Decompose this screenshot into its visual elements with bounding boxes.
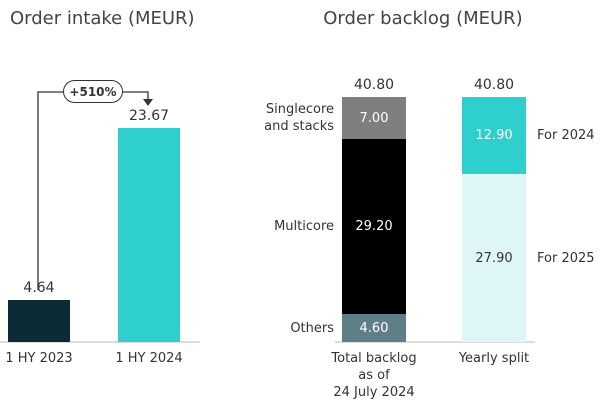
legend-label: For 2025	[537, 250, 595, 266]
chart-title: Order backlog (MEUR)	[323, 8, 523, 29]
x-tick-label: 1 HY 2023	[5, 351, 73, 366]
x-tick-label: 1 HY 2024	[115, 351, 183, 366]
bar	[118, 128, 180, 342]
chart-title: Order intake (MEUR)	[10, 8, 195, 29]
segment-label: 29.20	[355, 219, 393, 235]
bar	[8, 300, 70, 342]
arrow-head	[143, 99, 153, 106]
segment-label: 4.60	[359, 320, 389, 336]
segment	[342, 314, 406, 342]
total-label: 40.80	[353, 77, 395, 93]
segment	[342, 97, 406, 140]
legend-label: Singlecore and stacks	[264, 102, 334, 135]
segment-label: 27.90	[475, 250, 513, 266]
total-label: 40.80	[473, 77, 515, 93]
segment	[342, 139, 406, 315]
value-label: 23.67	[128, 108, 170, 124]
segment	[462, 97, 526, 175]
legend-label: For 2024	[537, 128, 595, 144]
legend-label: Multicore	[274, 219, 334, 235]
growth-annotation: +510%	[63, 80, 123, 103]
segment	[462, 174, 526, 342]
segment-label: 7.00	[359, 110, 389, 126]
value-label: 4.64	[23, 280, 55, 297]
segment-label: 12.90	[475, 128, 513, 144]
x-tick-label: Total backlog as of 24 July 2024	[331, 351, 417, 400]
legend-label: Others	[290, 320, 334, 336]
x-tick-label: Yearly split	[458, 351, 530, 366]
